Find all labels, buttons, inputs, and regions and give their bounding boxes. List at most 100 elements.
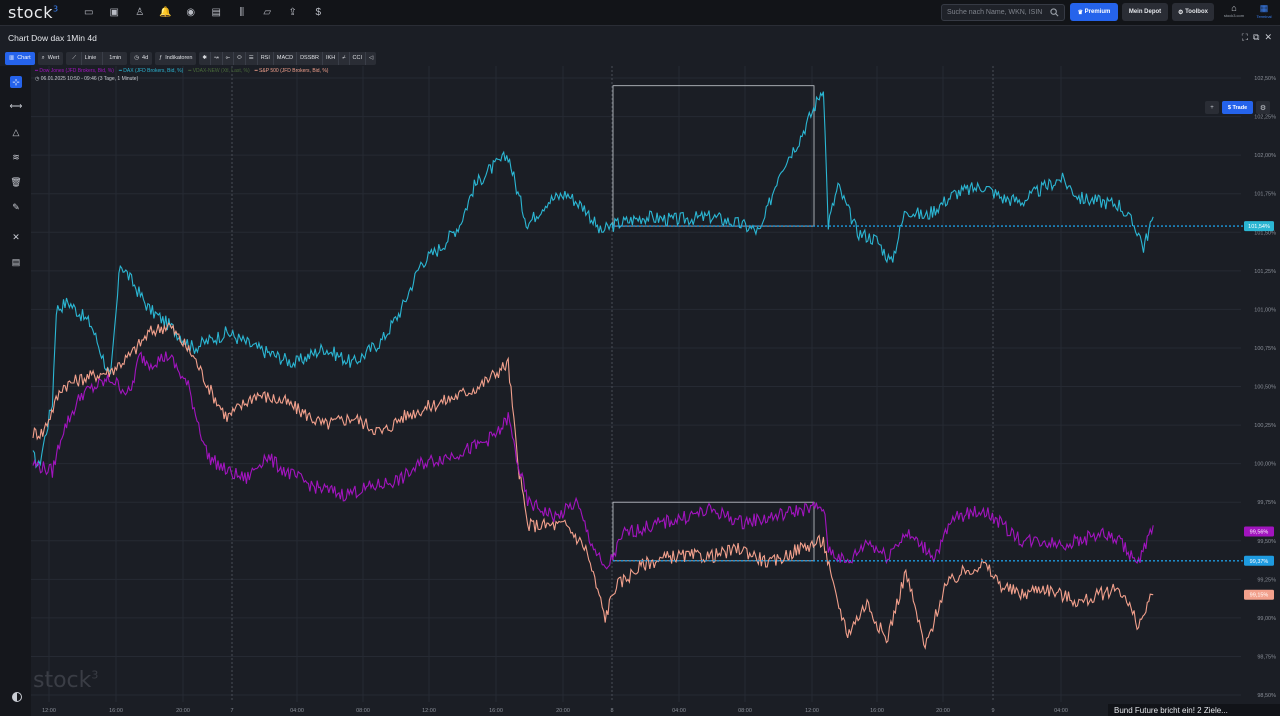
candles-icon[interactable]: ⫼ xyxy=(239,7,245,18)
terminal-app-button[interactable]: ▦ Terminal xyxy=(1250,3,1278,23)
wert-button[interactable]: ⌕ Wert xyxy=(37,51,64,65)
type-interval-group: ⟋ Linie 1min xyxy=(66,51,128,65)
line-tool[interactable]: ⟷ xyxy=(8,100,24,112)
indikatoren-button[interactable]: ƒ Indikatoren xyxy=(155,51,197,65)
y-tick-label: 102,25% xyxy=(1254,115,1276,121)
x-tick-label: 16:00 xyxy=(870,708,884,714)
upload-icon[interactable]: ⇪ xyxy=(288,7,297,18)
indicator-macd[interactable]: MACD xyxy=(274,51,298,65)
grid-icon: ▦ xyxy=(1259,3,1269,13)
y-tick-label: 99,00% xyxy=(1257,616,1276,622)
legend-entry[interactable]: ━ VDAX-NEW (Xtl, Last, %) xyxy=(188,68,250,74)
fx-icon: ƒ xyxy=(159,55,163,61)
chart-toolbar: ▥ Chart ⌕ Wert ⟋ Linie 1min ◷ 4d ƒ Indikator… xyxy=(0,50,1280,114)
trash-icon: 🗑 xyxy=(10,176,22,187)
linie-button[interactable]: ⟋ Linie xyxy=(66,51,104,65)
window-title: Chart Dow dax 1Min 4d xyxy=(8,33,97,43)
range-button[interactable]: ◷ 4d xyxy=(130,51,153,65)
triangle-icon: △ xyxy=(12,126,20,137)
x-tick-label: 12:00 xyxy=(805,708,819,714)
shape-icon[interactable]: ⬭ xyxy=(234,51,246,65)
series-line-dax[interactable] xyxy=(32,91,1154,469)
top-navigation-bar: stock3 ▭ ▣ ♙ 🔔 ◉ ▤ ⫼ ▱ ⇪ $ Suche nach Name, WKN, … xyxy=(0,0,1280,26)
stock3-com-app-button[interactable]: ⌂ stock3.com xyxy=(1220,3,1248,23)
toolbox-button[interactable]: ⚙ Toolbox xyxy=(1172,3,1214,21)
y-tick-label: 99,50% xyxy=(1257,539,1276,545)
window-titlebar: Chart Dow dax 1Min 4d ⛶ ⧉ ✕ xyxy=(0,27,1280,49)
fullscreen-icon[interactable]: ⛶ xyxy=(1241,32,1249,42)
crosshair-button[interactable]: + xyxy=(1205,101,1219,114)
dollar-icon[interactable]: $ xyxy=(315,7,322,18)
tools-icon: ✕ xyxy=(12,231,20,242)
mein-depot-button[interactable]: Mein Depot xyxy=(1122,3,1168,21)
speaker-icon[interactable]: ◁ xyxy=(368,55,374,61)
y-tick-label: 102,50% xyxy=(1254,76,1276,82)
channel-tool[interactable]: ≋ xyxy=(8,151,24,163)
x-tick-label: 08:00 xyxy=(356,708,370,714)
y-tick-label: 101,75% xyxy=(1254,192,1276,198)
premium-button[interactable]: ♛ Premium xyxy=(1070,3,1118,21)
indicator-rsi[interactable]: RSI xyxy=(258,51,274,65)
dashboard-icon[interactable]: ▭ xyxy=(84,7,94,18)
stock3-logo[interactable]: stock3 xyxy=(8,3,68,22)
chart-button[interactable]: ▥ Chart xyxy=(5,51,35,65)
window-controls: ⛶ ⧉ ✕ xyxy=(1242,32,1272,43)
x-tick-label: 20:00 xyxy=(176,708,190,714)
series-line-dow-jones[interactable] xyxy=(32,351,1154,570)
drawing-tools-sidebar: ⊹ ⟷ △ ≋ 🗑 ✎ ✕ ▤ xyxy=(0,66,31,716)
line-icon: ⟋ xyxy=(69,51,82,65)
draw-tool-icon[interactable]: ↝ xyxy=(211,51,223,65)
legend-entry[interactable]: ━ Dow Jones (JFD Brokers, Bid, %) xyxy=(35,68,114,74)
search-input[interactable]: Suche nach Name, WKN, ISIN xyxy=(941,4,1065,21)
dollar-icon: $ xyxy=(1227,104,1233,111)
x-tick-label: 16:00 xyxy=(489,708,503,714)
popout-icon[interactable]: ⧉ xyxy=(1253,32,1260,42)
indicator-ikh[interactable]: IKH xyxy=(323,51,340,65)
indikatoren-label: Indikatoren xyxy=(165,55,193,61)
user-icon[interactable]: ♙ xyxy=(135,7,145,18)
indicator-dssbr[interactable]: DSSBR xyxy=(297,51,324,65)
search-icon[interactable] xyxy=(1050,8,1059,17)
theme-toggle-icon[interactable] xyxy=(12,692,22,702)
x-tick-label: 12:00 xyxy=(422,708,436,714)
cursor-tool[interactable]: ⊹ xyxy=(10,76,22,88)
eye-icon[interactable]: ◉ xyxy=(186,7,196,18)
wert-label: Wert xyxy=(47,55,60,61)
layers-tool[interactable]: ▤ xyxy=(8,256,24,268)
price-label: 99,56% xyxy=(1250,529,1269,535)
x-tick-label: 04:00 xyxy=(1054,708,1068,714)
news-ticker[interactable]: Bund Future bricht ein! 2 Ziele... xyxy=(1108,704,1280,716)
pin-icon[interactable]: ✱ xyxy=(199,51,212,65)
toolbox-icon: ⚙ xyxy=(1178,9,1186,16)
folder-icon[interactable]: ▱ xyxy=(263,7,272,18)
monitor-icon[interactable]: ▣ xyxy=(109,7,119,18)
series-line-s-p-500[interactable] xyxy=(32,322,1154,650)
fibonacci-icon[interactable]: ☰ xyxy=(246,51,258,65)
annotate-tool[interactable]: ✎ xyxy=(8,201,24,213)
price-label-box xyxy=(1244,221,1274,232)
indicator-cci[interactable]: CCI xyxy=(350,51,366,65)
triangle-tool[interactable]: △ xyxy=(8,126,24,138)
news-icon[interactable]: ▤ xyxy=(211,7,221,18)
price-label-box xyxy=(1244,526,1274,537)
legend-entry[interactable]: ━ S&P 500 (JFD Brokers, Bid, %) xyxy=(254,68,329,74)
x-tick-label: 12:00 xyxy=(42,708,56,714)
bell-icon[interactable]: 🔔 xyxy=(159,7,172,18)
y-tick-label: 99,25% xyxy=(1257,577,1276,583)
nav-icon-row: ▭ ▣ ♙ 🔔 ◉ ▤ ⫼ ▱ ⇪ $ xyxy=(76,0,331,26)
trash-tool[interactable]: 🗑 xyxy=(8,176,24,188)
trade-button[interactable]: $ Trade xyxy=(1222,101,1253,114)
tools-tool[interactable]: ✕ xyxy=(8,231,24,243)
depot-label: Mein Depot xyxy=(1128,9,1162,15)
gear-icon: ⚙ xyxy=(1259,104,1267,112)
trade-label: Trade xyxy=(1232,104,1248,111)
drawn-rectangle[interactable] xyxy=(612,85,815,227)
legend-entry[interactable]: ━ DAX (JFD Brokers, Bid, %) xyxy=(118,68,184,74)
x-tick-label: 04:00 xyxy=(672,708,686,714)
line-chart[interactable]: 102,50% 102,25% 102,00% 101,75% 101,50% 101,2… xyxy=(31,66,1280,716)
settings-button[interactable]: ⚙ xyxy=(1256,101,1270,114)
interval-button[interactable]: 1min xyxy=(103,52,127,65)
close-icon[interactable]: ✕ xyxy=(1264,32,1272,42)
brush-icon[interactable]: ⌿ xyxy=(339,51,350,65)
horizontal-line-icon[interactable]: ⟜ xyxy=(223,51,235,65)
